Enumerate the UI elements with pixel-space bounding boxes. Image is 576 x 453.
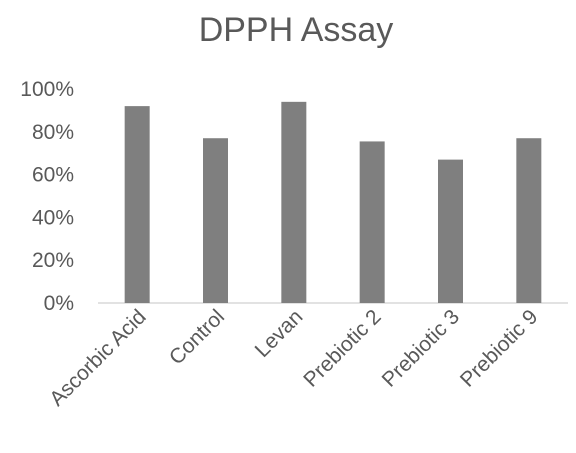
chart-title: DPPH Assay xyxy=(199,11,394,49)
y-tick-label: 40% xyxy=(32,206,74,229)
x-tick-label: Prebiotic 9 xyxy=(456,305,542,391)
x-tick-label: Control xyxy=(165,305,229,369)
y-tick-label: 60% xyxy=(32,164,74,187)
x-tick-label: Prebiotic 2 xyxy=(299,305,385,391)
bar-prebiotic-9 xyxy=(516,138,542,303)
bar-control xyxy=(203,138,228,303)
y-axis-ticks: 0% 20% 40% 60% 80% 100% xyxy=(20,78,74,315)
y-tick-label: 80% xyxy=(32,121,74,144)
bars-group xyxy=(124,101,542,304)
x-tick-label: Prebiotic 3 xyxy=(378,305,464,391)
y-tick-label: 100% xyxy=(20,78,74,101)
bar-ascorbic-acid xyxy=(124,106,150,304)
x-tick-label: Levan xyxy=(251,305,308,362)
y-tick-label: 20% xyxy=(32,249,74,272)
bar-levan xyxy=(281,101,307,303)
x-tick-label: Ascorbic Acid xyxy=(45,305,150,410)
y-tick-label: 0% xyxy=(44,292,74,315)
bar-prebiotic-3 xyxy=(438,159,463,303)
bar-prebiotic-2 xyxy=(359,141,385,303)
